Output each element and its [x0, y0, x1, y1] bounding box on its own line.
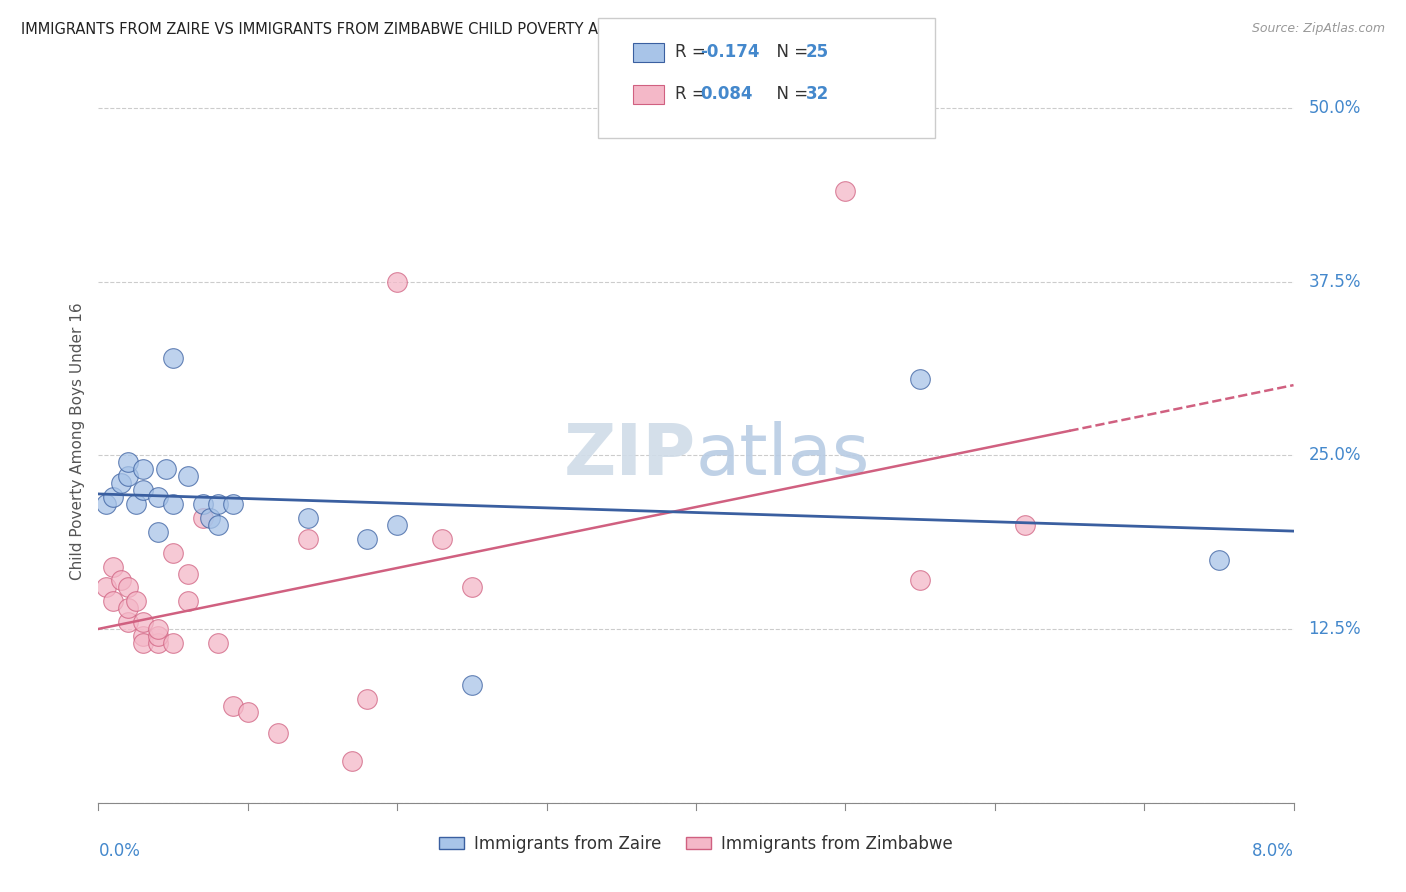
Point: [162, 351, 184, 366]
Point: [162, 546, 184, 560]
Point: [117, 581, 139, 595]
Point: [222, 497, 245, 511]
Point: [155, 462, 177, 476]
Point: [297, 511, 319, 525]
Text: N =: N =: [766, 85, 814, 103]
Text: N =: N =: [766, 43, 814, 61]
Text: 32: 32: [806, 85, 830, 103]
Point: [222, 698, 245, 713]
Point: [162, 497, 184, 511]
Point: [297, 532, 319, 546]
Text: R =: R =: [675, 43, 711, 61]
Point: [385, 275, 409, 289]
Text: 25: 25: [806, 43, 828, 61]
Text: 37.5%: 37.5%: [1309, 273, 1361, 291]
Point: [162, 636, 184, 650]
Text: 0.0%: 0.0%: [98, 842, 141, 860]
Point: [177, 469, 200, 483]
Point: [125, 594, 148, 608]
Point: [1014, 517, 1036, 532]
Point: [356, 691, 378, 706]
Point: [342, 754, 364, 768]
Point: [191, 511, 214, 525]
Point: [908, 574, 931, 588]
Point: [103, 490, 125, 504]
Point: [1208, 552, 1230, 566]
Point: [125, 497, 148, 511]
Point: [110, 476, 132, 491]
Text: atlas: atlas: [696, 422, 870, 491]
Point: [267, 726, 290, 740]
Text: Source: ZipAtlas.com: Source: ZipAtlas.com: [1251, 22, 1385, 36]
Point: [356, 532, 378, 546]
Point: [132, 636, 155, 650]
Point: [461, 678, 484, 692]
Point: [207, 636, 229, 650]
Point: [207, 497, 229, 511]
Point: [103, 594, 125, 608]
Point: [148, 622, 170, 636]
Y-axis label: Child Poverty Among Boys Under 16: Child Poverty Among Boys Under 16: [69, 302, 84, 581]
Point: [117, 455, 139, 469]
Point: [110, 574, 132, 588]
Point: [132, 615, 155, 630]
Point: [430, 532, 453, 546]
Point: [132, 462, 155, 476]
Point: [834, 185, 856, 199]
Point: [148, 524, 170, 539]
Text: 8.0%: 8.0%: [1251, 842, 1294, 860]
Text: R =: R =: [675, 85, 711, 103]
Text: 0.084: 0.084: [700, 85, 752, 103]
Point: [236, 706, 259, 720]
Point: [94, 497, 117, 511]
Text: IMMIGRANTS FROM ZAIRE VS IMMIGRANTS FROM ZIMBABWE CHILD POVERTY AMONG BOYS UNDER: IMMIGRANTS FROM ZAIRE VS IMMIGRANTS FROM…: [21, 22, 931, 37]
Point: [148, 490, 170, 504]
Text: 25.0%: 25.0%: [1309, 446, 1361, 465]
Point: [200, 511, 222, 525]
Point: [177, 594, 200, 608]
Point: [117, 601, 139, 615]
Point: [385, 517, 409, 532]
Point: [461, 581, 484, 595]
Point: [132, 629, 155, 643]
Text: 12.5%: 12.5%: [1309, 620, 1361, 638]
Point: [148, 636, 170, 650]
Point: [177, 566, 200, 581]
Point: [148, 629, 170, 643]
Point: [207, 517, 229, 532]
Text: -0.174: -0.174: [700, 43, 759, 61]
Text: ZIP: ZIP: [564, 422, 696, 491]
Point: [103, 559, 125, 574]
Point: [117, 615, 139, 630]
Point: [191, 497, 214, 511]
Point: [117, 469, 139, 483]
Legend: Immigrants from Zaire, Immigrants from Zimbabwe: Immigrants from Zaire, Immigrants from Z…: [432, 828, 960, 860]
Text: 50.0%: 50.0%: [1309, 99, 1361, 117]
Point: [94, 581, 117, 595]
Point: [132, 483, 155, 498]
Point: [908, 372, 931, 386]
